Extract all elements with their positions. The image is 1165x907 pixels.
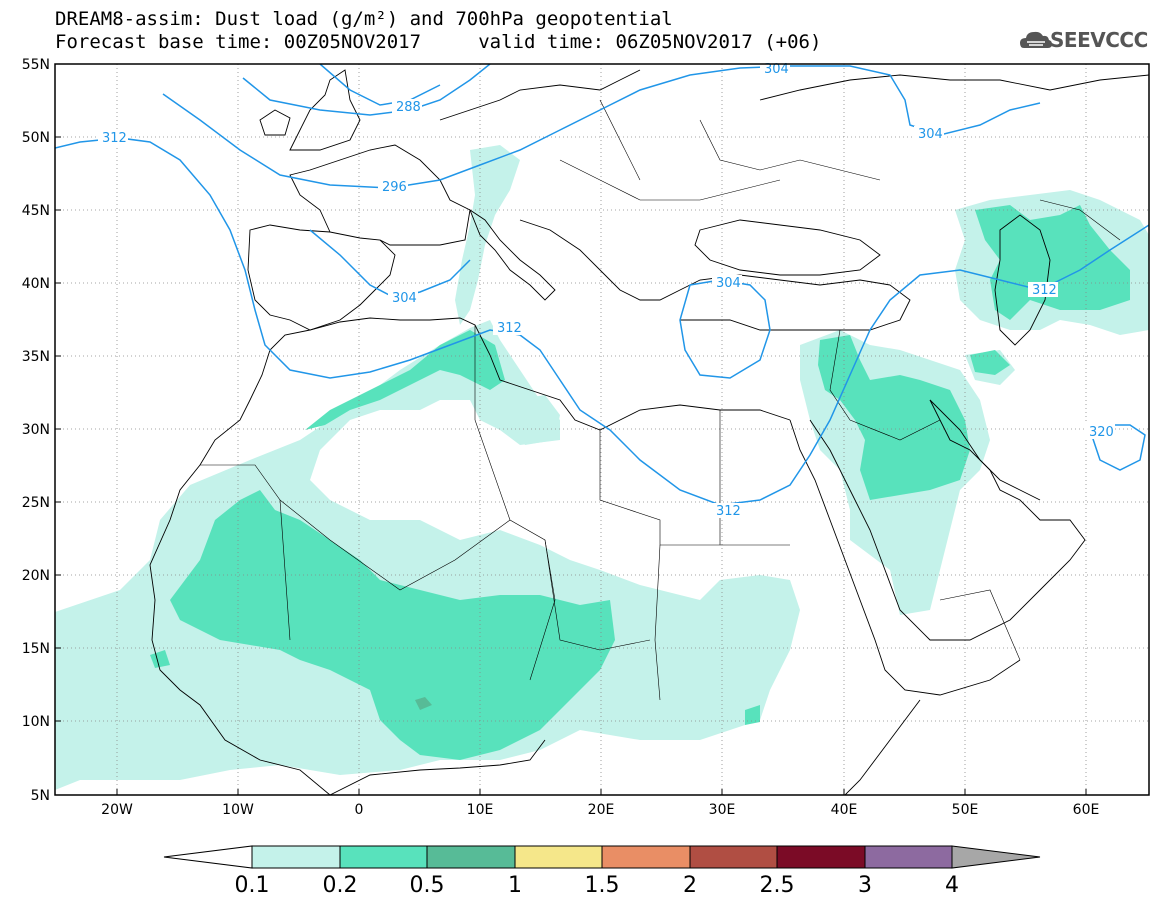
colorbar-label: 0.2	[323, 873, 358, 898]
country-borders	[200, 99, 1121, 701]
colorbar-label: 1.5	[585, 873, 620, 898]
lat-label: 25N	[22, 495, 50, 511]
lon-label: 10W	[222, 802, 254, 818]
colorbar-segment	[163, 845, 253, 869]
longitude-labels: 20W 10W 0 10E 20E 30E 40E 50E 60E	[101, 802, 1099, 818]
lon-label: 30E	[709, 802, 736, 818]
contour-label: 312	[102, 131, 127, 146]
lat-label: 15N	[22, 641, 50, 657]
lon-label: 50E	[952, 802, 979, 818]
lon-label: 60E	[1073, 802, 1100, 818]
colorbar-label: 0.5	[410, 873, 445, 898]
lat-label: 40N	[22, 276, 50, 292]
seevccc-logo: SEEVCCC	[1050, 28, 1148, 52]
colorbar-segment	[689, 845, 778, 869]
lon-label: 10E	[467, 802, 494, 818]
lon-label: 0	[355, 802, 364, 818]
lat-label: 50N	[22, 130, 50, 146]
colorbar-segment	[864, 845, 953, 869]
colorbar-labels: 0.1 0.2 0.5 1 1.5 2 2.5 3 4	[235, 873, 960, 898]
chart-subtitle: Forecast base time: 00Z05NOV2017 valid t…	[55, 31, 822, 53]
colorbar-segment	[601, 845, 691, 869]
contour-label: 304	[392, 291, 417, 306]
contour-labels: 312 296 288 304 304 312 304 312 312 320 …	[98, 61, 1115, 519]
lon-label: 40E	[831, 802, 858, 818]
cloud-icon	[1020, 31, 1052, 48]
contour-label: 312	[497, 321, 522, 336]
chart-title: DREAM8-assim: Dust load (g/m²) and 700hP…	[55, 8, 673, 30]
latitude-labels: 55N 50N 45N 40N 35N 30N 25N 20N 15N 10N …	[22, 57, 50, 804]
contour-label: 304	[716, 276, 741, 291]
lat-label: 35N	[22, 349, 50, 365]
colorbar-label: 2.5	[760, 873, 795, 898]
dust-area-light	[55, 145, 1149, 790]
colorbar-segment	[951, 845, 1041, 869]
colorbar-label: 4	[945, 873, 959, 898]
contour-label: 304	[764, 62, 789, 77]
lon-label: 20W	[101, 802, 133, 818]
lat-label: 45N	[22, 203, 50, 219]
colorbar-label: 0.1	[235, 873, 270, 898]
contour-label: 312	[1032, 283, 1057, 298]
dust-area-dark	[415, 697, 432, 710]
dust-area-mid	[150, 205, 1130, 760]
lat-label: 20N	[22, 568, 50, 584]
lat-label: 5N	[31, 788, 50, 804]
colorbar-segment	[426, 845, 516, 869]
lat-label: 30N	[22, 422, 50, 438]
colorbar-segment	[339, 845, 428, 869]
contour-label: 296	[382, 180, 407, 195]
contour-label: 320	[1089, 425, 1114, 440]
colorbar-segment	[776, 845, 866, 869]
axis-ticks	[55, 136, 1087, 795]
colorbar-label: 3	[858, 873, 872, 898]
lon-label: 20E	[588, 802, 615, 818]
lat-label: 55N	[22, 57, 50, 73]
colorbar-segment	[251, 845, 341, 869]
colorbar-label: 2	[683, 873, 697, 898]
colorbar-label: 1	[508, 873, 522, 898]
contour-label: 288	[396, 100, 421, 115]
colorbar	[163, 845, 1041, 869]
contour-label: 312	[716, 504, 741, 519]
coastlines	[149, 69, 1149, 795]
contour-label: 304	[918, 127, 943, 142]
lat-label: 10N	[22, 714, 50, 730]
colorbar-segment	[514, 845, 603, 869]
